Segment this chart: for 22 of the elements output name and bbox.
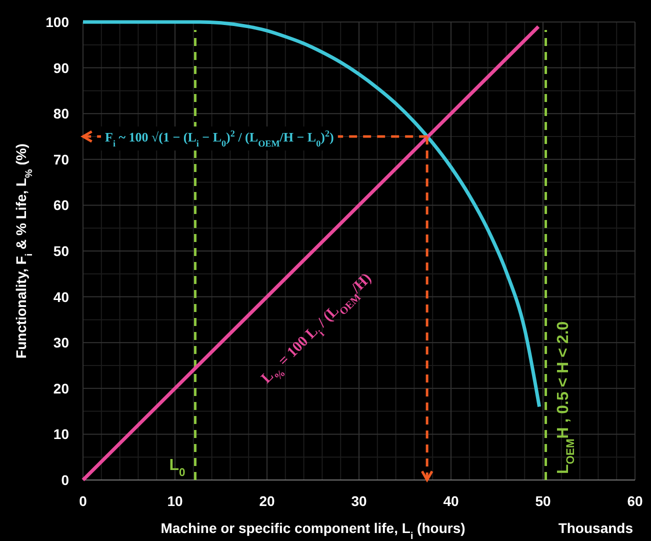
y-tick-label: 70 [53, 151, 70, 168]
y-tick-label: 100 [46, 14, 70, 30]
y-tick-label: 80 [53, 106, 70, 122]
y-tick-label: 90 [53, 60, 70, 76]
y-tick-label: 40 [53, 288, 70, 305]
text: Thousands [558, 520, 634, 536]
y-tick-label: 10 [53, 426, 70, 442]
x-tick-label: 20 [259, 493, 275, 509]
y-tick-label: 60 [53, 197, 70, 214]
y-tick-label: 50 [53, 243, 70, 259]
x-tick-label: 10 [167, 493, 183, 509]
x-tick-label: 0 [79, 493, 88, 509]
ref-line-label: L$_{0}$ [169, 457, 186, 479]
y-tick-label: 0 [61, 472, 70, 488]
y-tick-label: 20 [53, 380, 70, 396]
x-axis-title: Machine or specific component life, L$_{i}$ (hours) [160, 520, 466, 541]
x-tick-label: 50 [535, 493, 551, 509]
x-tick-label: 40 [443, 493, 459, 509]
x-tick-label: 60 [627, 493, 643, 509]
x-tick-label: 30 [351, 493, 367, 509]
y-tick-label: 30 [53, 334, 70, 351]
text: F$_{i}$ ~ 100 √(1 − (L$_{i}$ − L$_{0}$)$^{2}$ / (L$_{OEM}$/H − L$_{0}$)$^{2}$) [105, 128, 334, 148]
